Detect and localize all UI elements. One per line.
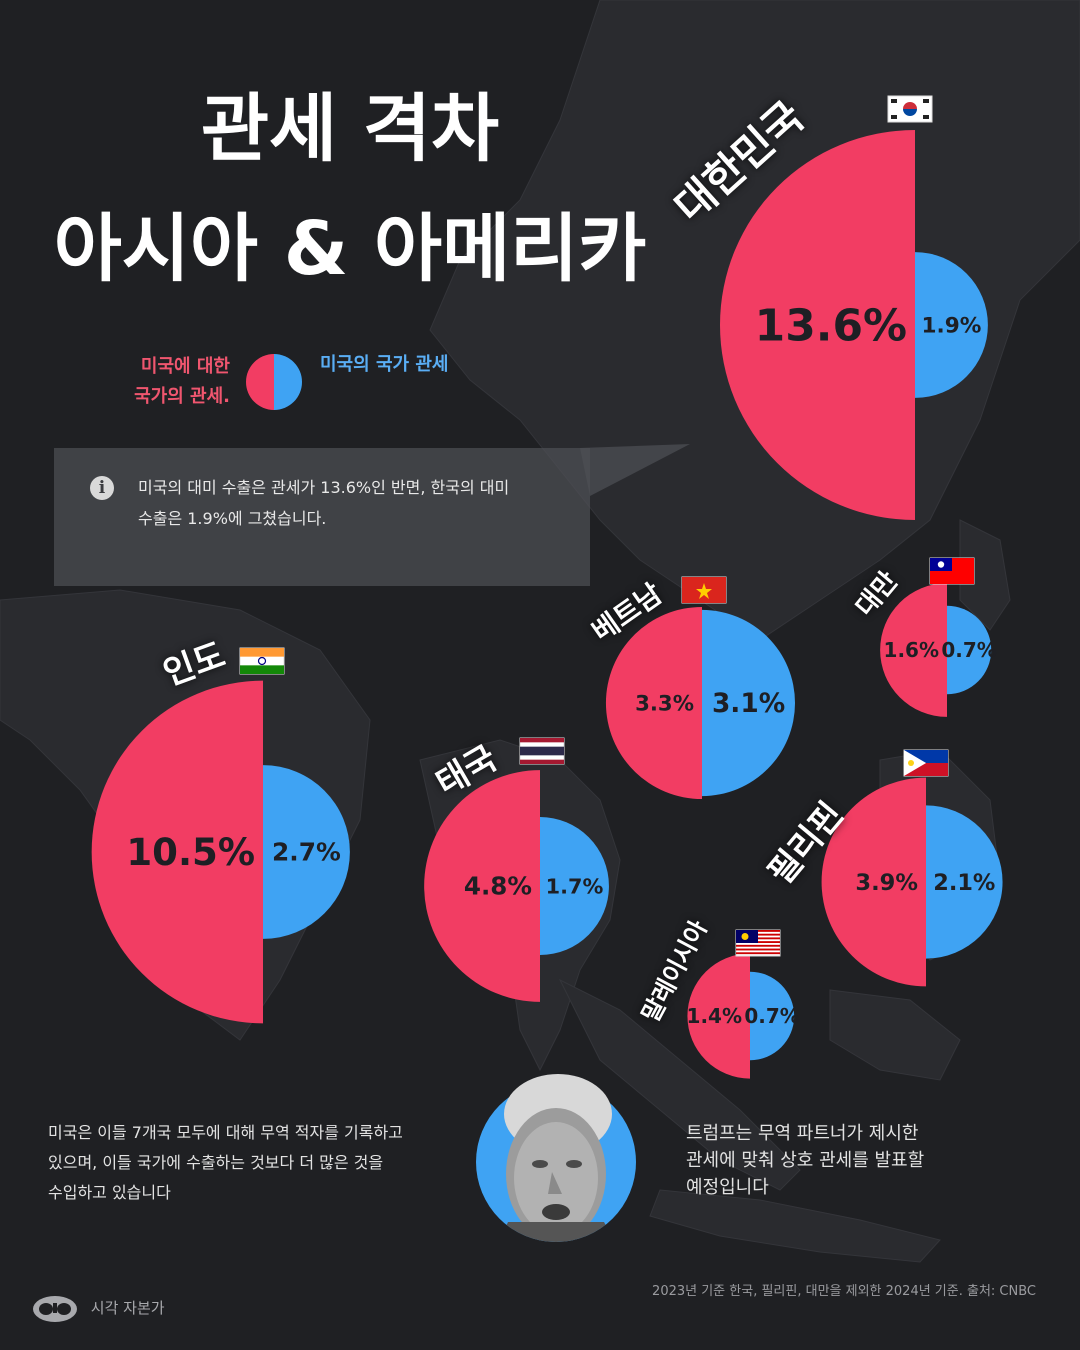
chart-kr: 13.6% 1.9% xyxy=(720,130,988,520)
label-us-to-my: 0.7% xyxy=(744,1004,799,1028)
note-left-line-1: 미국은 이들 7개국 모두에 대해 무역 적자를 기록하고 xyxy=(48,1118,408,1148)
label-to-us-vn: 3.3% xyxy=(635,691,694,716)
flag-in-icon xyxy=(240,648,284,674)
label-us-to-tw: 0.7% xyxy=(941,638,996,662)
note-right-line-1: 트럼프는 무역 파트너가 제시한 xyxy=(686,1120,946,1147)
note-left-line-2: 있으며, 이들 국가에 수출하는 것보다 더 많은 것을 xyxy=(48,1148,408,1178)
label-to-us-tw: 1.6% xyxy=(884,638,939,662)
label-us-to-in: 2.7% xyxy=(272,838,341,867)
chart-my: 1.4% 0.7% xyxy=(687,953,800,1078)
note-right-line-3: 예정입니다 xyxy=(686,1174,946,1201)
chart-tw: 1.6% 0.7% xyxy=(880,583,997,717)
chart-vn: 3.3% 3.1% xyxy=(606,607,795,799)
chart-ph: 3.9% 2.1% xyxy=(822,778,1003,987)
label-to-us-in: 10.5% xyxy=(126,831,255,874)
note-reciprocal-tariff: 트럼프는 무역 파트너가 제시한 관세에 맞춰 상호 관세를 발표할 예정입니다 xyxy=(686,1120,946,1201)
label-us-to-ph: 2.1% xyxy=(933,870,995,896)
label-us-to-th: 1.7% xyxy=(546,874,604,898)
flag-my-icon xyxy=(736,930,780,956)
label-to-us-ph: 3.9% xyxy=(855,870,918,896)
note-trade-deficit: 미국은 이들 7개국 모두에 대해 무역 적자를 기록하고 있으며, 이들 국가… xyxy=(48,1118,408,1208)
portrait-image xyxy=(468,1062,644,1248)
note-right-line-2: 관세에 맞춰 상호 관세를 발표할 xyxy=(686,1147,946,1174)
label-us-to-vn: 3.1% xyxy=(712,688,785,719)
brand-name: 시각 자본가 xyxy=(91,1299,165,1317)
label-to-us-th: 4.8% xyxy=(464,872,532,901)
flag-kr-icon xyxy=(888,96,932,122)
chart-in: 10.5% 2.7% xyxy=(92,681,350,1024)
flag-vn-icon xyxy=(682,577,726,603)
flag-tw-icon xyxy=(930,558,974,584)
source-note: 2023년 기준 한국, 필리핀, 대만을 제외한 2024년 기준. 출처: … xyxy=(652,1280,1036,1299)
brand: 시각 자본가 xyxy=(32,1292,165,1322)
chart-th: 4.8% 1.7% xyxy=(424,770,609,1002)
flag-th-icon xyxy=(520,738,564,764)
flag-ph-icon xyxy=(904,750,948,776)
brand-logo-icon xyxy=(32,1293,78,1323)
label-us-to-kr: 1.9% xyxy=(921,314,981,339)
label-to-us-kr: 13.6% xyxy=(755,300,907,351)
label-to-us-my: 1.4% xyxy=(687,1004,742,1028)
note-left-line-3: 수입하고 있습니다 xyxy=(48,1178,408,1208)
